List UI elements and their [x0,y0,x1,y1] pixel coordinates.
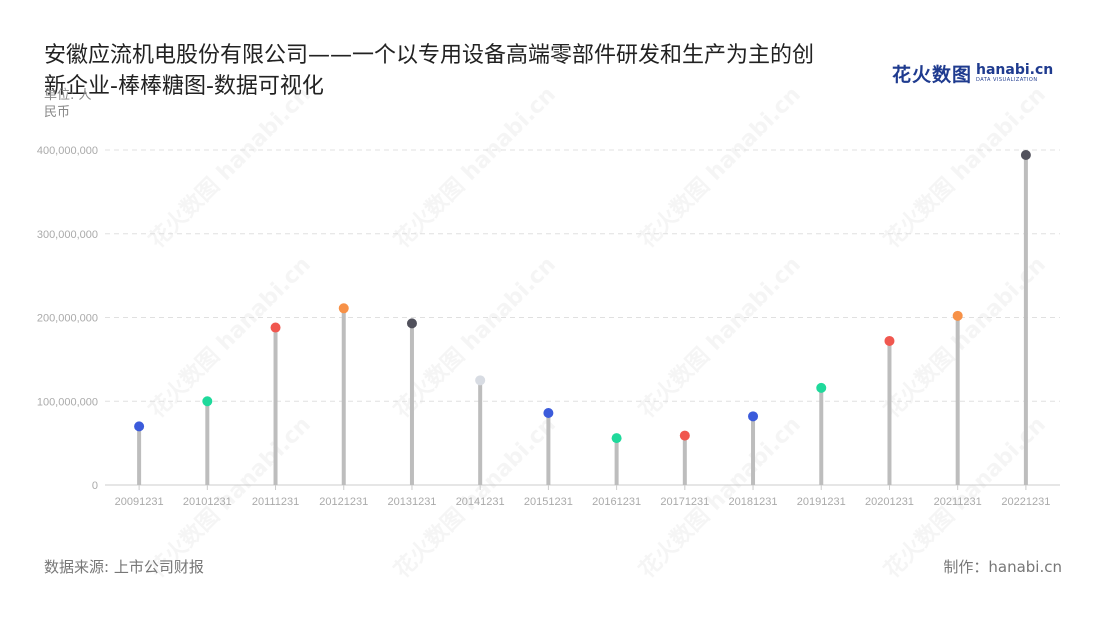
lollipop-dot [543,407,554,418]
lollipop-dot [679,430,690,441]
chart-title: 安徽应流机电股份有限公司——一个以专用设备高端零部件研发和生产为主的创新企业-棒… [44,43,815,99]
lollipop-dot [952,310,963,321]
lollipop-dot [748,411,759,422]
logo-en-block: hanabi.cn DATA VISUALIZATION [976,63,1053,84]
credit-text: 制作：hanabi.cn [943,558,1062,576]
y-tick-label: 300,000,000 [37,229,98,241]
data-source: 数据来源: 上市公司财报 [44,558,204,576]
logo-en-text: hanabi.cn [976,61,1054,78]
x-tick-label: 20121231 [319,496,368,508]
x-tick-label: 20201231 [865,496,914,508]
x-tick-label: 20161231 [592,496,641,508]
lollipop-dot [1020,150,1031,161]
x-tick-label: 20191231 [797,496,846,508]
lollipop-dot [475,375,486,386]
x-tick-label: 20211231 [934,496,982,508]
lollipop-dot [202,396,213,407]
x-tick-label: 20151231 [524,496,573,508]
y-tick-label: 400,000,000 [37,145,98,157]
x-tick-label: 20091231 [115,496,164,508]
y-tick-label: 200,000,000 [37,313,98,325]
lollipop-dot [884,335,895,346]
y-tick-label: 0 [92,480,98,492]
logo-cn-text: 花火数图 [892,63,973,86]
unit-label: 单位: 人民币 [44,88,92,120]
logo-en-sub: DATA VISUALIZATION [976,76,1038,83]
lollipop-dot [134,421,145,432]
x-tick-label: 20141231 [456,496,505,508]
hanabi-logo: 花火数图 hanabi.cn DATA VISUALIZATION [892,58,1053,88]
lollipop-dot [406,318,417,329]
lollipop-dot [270,322,281,333]
x-tick-label: 20111231 [252,496,299,508]
lollipop-dot [816,382,827,393]
lollipop-dot [338,303,349,314]
x-tick-label: 20181231 [729,496,778,508]
x-tick-label: 20221231 [1001,496,1050,508]
x-tick-label: 20101231 [183,496,232,508]
lollipop-dot [611,433,622,444]
x-tick-label: 20131231 [387,496,436,508]
x-tick-label: 20171231 [660,496,709,508]
y-tick-label: 100,000,000 [37,396,98,408]
